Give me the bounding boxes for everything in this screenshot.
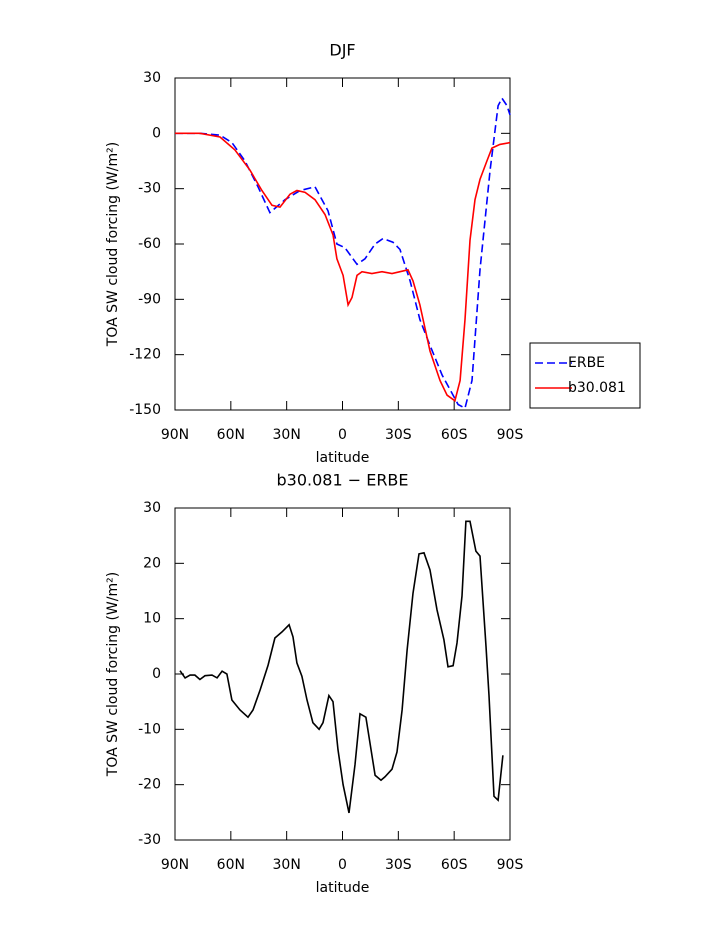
y-tick-label: -10: [138, 721, 161, 737]
x-tick-label: 30S: [385, 427, 412, 443]
y-axis-label: TOA SW cloud forcing (W/m²): [105, 572, 121, 777]
x-tick-label: 90N: [161, 427, 189, 443]
x-tick-label: 60S: [441, 427, 468, 443]
data-line: [175, 132, 511, 403]
x-tick-label: 60N: [217, 857, 245, 873]
chart-title: b30.081 − ERBE: [276, 471, 408, 490]
y-tick-label: -120: [129, 347, 161, 363]
x-tick-label: 0: [338, 427, 347, 443]
y-tick-label: 30: [143, 500, 161, 516]
y-tick-label: -20: [138, 777, 161, 793]
y-tick-label: 0: [152, 125, 161, 141]
y-tick-label: 30: [143, 70, 161, 86]
x-tick-label: 90S: [497, 427, 524, 443]
x-tick-label: 90N: [161, 857, 189, 873]
data-line: [179, 520, 504, 814]
x-tick-label: 90S: [497, 857, 524, 873]
y-tick-label: 10: [143, 611, 161, 627]
y-tick-label: -90: [138, 291, 161, 307]
x-axis-label: latitude: [316, 450, 370, 466]
y-tick-label: 0: [152, 666, 161, 682]
x-tick-label: 60S: [441, 857, 468, 873]
x-tick-label: 30S: [385, 857, 412, 873]
y-tick-label: -60: [138, 236, 161, 252]
legend-box: [529, 342, 641, 409]
y-tick-label: -150: [129, 402, 161, 418]
x-tick-label: 30N: [273, 427, 301, 443]
x-tick-label: 0: [338, 857, 347, 873]
y-tick-label: 20: [143, 555, 161, 571]
data-line: [175, 96, 511, 410]
x-tick-label: 60N: [217, 427, 245, 443]
legend-label: ERBE: [568, 355, 605, 371]
legend-label: b30.081: [568, 380, 626, 396]
chart-title: DJF: [329, 41, 355, 60]
y-axis-label: TOA SW cloud forcing (W/m²): [105, 142, 121, 347]
x-axis-label: latitude: [316, 880, 370, 896]
y-tick-label: -30: [138, 181, 161, 197]
x-tick-label: 30N: [273, 857, 301, 873]
y-tick-label: -30: [138, 832, 161, 848]
